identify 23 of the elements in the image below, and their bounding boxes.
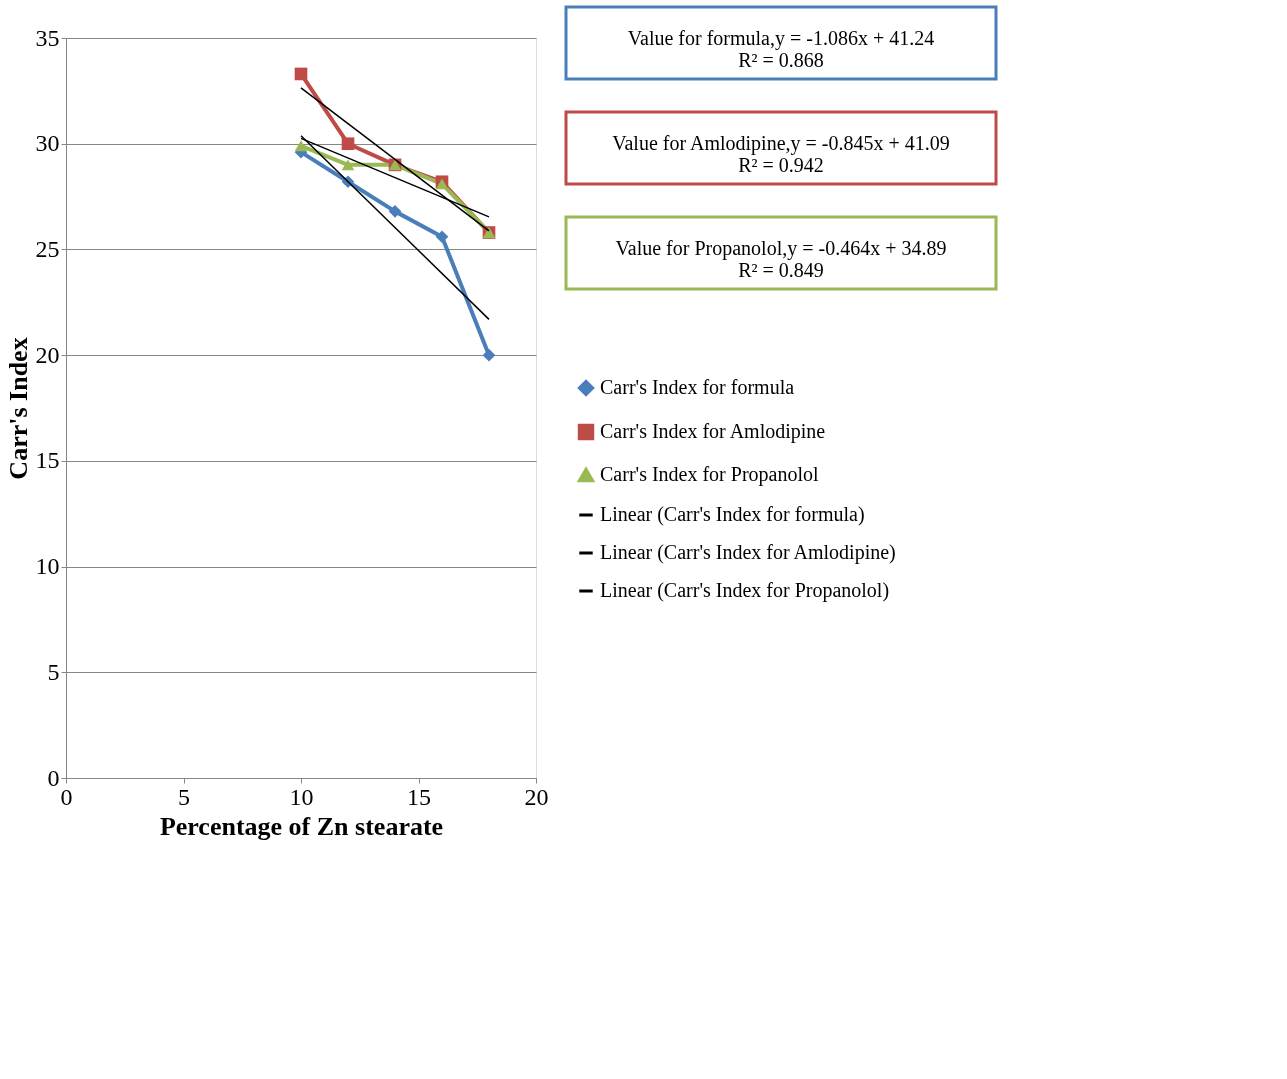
x-tick-label: 10 — [289, 783, 314, 810]
legend-label: Linear (Carr's Index for Propanolol) — [600, 579, 890, 602]
y-tick-label: 15 — [35, 447, 60, 474]
legend-label: Carr's Index for formula — [600, 376, 795, 398]
y-tick-label: 30 — [35, 130, 60, 157]
y-tick-label: 25 — [35, 235, 60, 262]
y-tick-label: 5 — [47, 658, 60, 685]
y-tick-label: 35 — [35, 24, 60, 51]
text: Value for Amlodipine,y = -0.845x + 41.09 R² = 0.942 — [612, 132, 950, 176]
legend-label: Linear (Carr's Index for formula) — [600, 503, 865, 526]
x-tick-label: 5 — [178, 783, 190, 810]
y-tick-label: 10 — [35, 553, 60, 580]
x-tick-label: 20 — [524, 783, 549, 810]
y-axis-title: Carr's Index — [3, 337, 33, 480]
x-axis-title: Percentage of Zn stearate — [159, 811, 444, 841]
legend-label: Linear (Carr's Index for Amlodipine) — [600, 541, 896, 564]
legend-label: Carr's Index for Amlodipine — [600, 420, 826, 443]
legend-label: Carr's Index for Propanolol — [600, 463, 819, 486]
y-tick-label: 20 — [35, 341, 60, 368]
text: Value for Propanolol,y = -0.464x + 34.89 R² = 0.849 — [615, 237, 947, 281]
x-tick-label: 15 — [407, 783, 431, 810]
y-tick-label: 0 — [47, 764, 60, 791]
text: Value for formula,y = -1.086x + 41.24 R² = 0.868 — [627, 27, 935, 71]
